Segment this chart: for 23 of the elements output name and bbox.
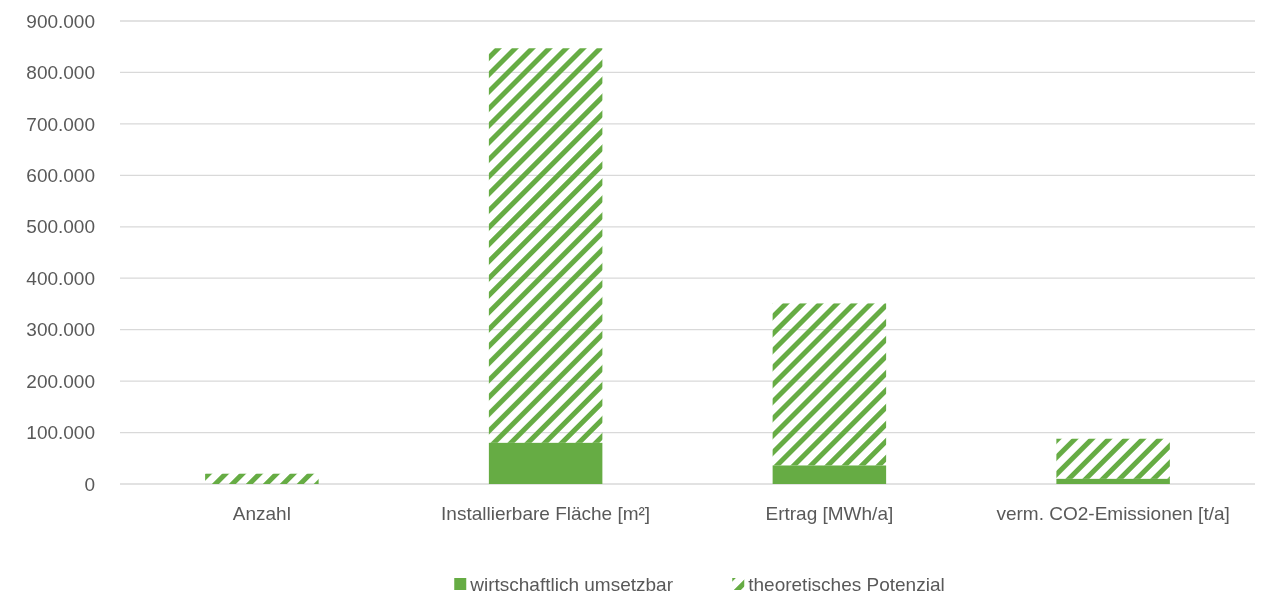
y-tick-label: 300.000	[26, 319, 95, 341]
bar	[772, 465, 887, 484]
bar	[1056, 478, 1170, 484]
bar	[488, 48, 603, 443]
y-tick-label: 100.000	[26, 422, 95, 444]
y-tick-label: 900.000	[26, 10, 95, 32]
bar	[205, 473, 319, 484]
x-tick-label: verm. CO2-Emissionen [t/a]	[996, 503, 1230, 524]
legend-label: theoretisches Potenzial	[748, 574, 945, 595]
bar	[488, 442, 603, 484]
y-tick-label: 500.000	[26, 216, 95, 238]
y-tick-label: 600.000	[26, 164, 95, 186]
x-tick-label: Installierbare Fläche [m²]	[441, 503, 651, 524]
y-tick-label: 200.000	[26, 370, 95, 392]
y-tick-label: 800.000	[26, 62, 95, 84]
y-tick-label: 700.000	[26, 113, 95, 135]
legend-label: wirtschaftlich umsetzbar	[469, 574, 674, 595]
x-tick-label: Anzahl	[232, 503, 291, 524]
bar	[772, 303, 887, 466]
x-tick-label: Ertrag [MWh/a]	[765, 503, 894, 524]
y-tick-label: 400.000	[26, 267, 95, 289]
y-tick-label: 0	[84, 473, 95, 495]
bar	[1056, 438, 1170, 479]
